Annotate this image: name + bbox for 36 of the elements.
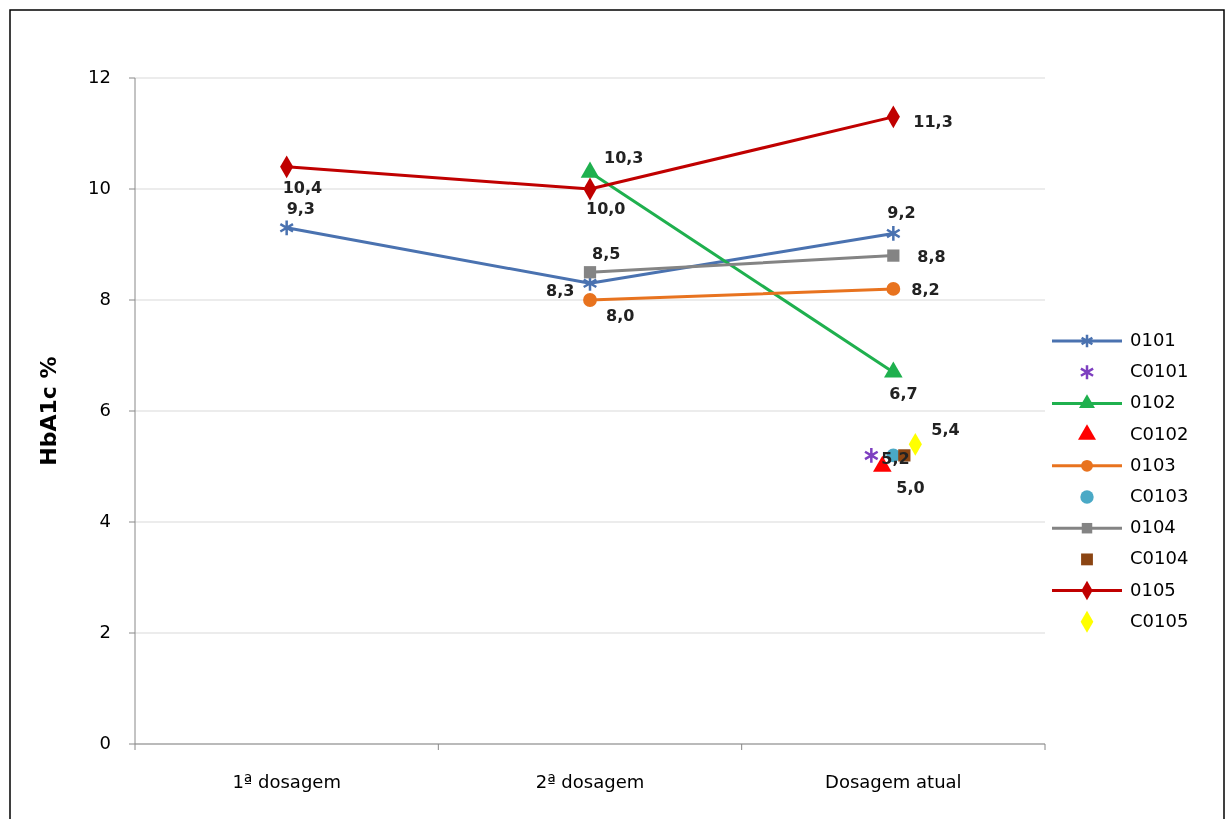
y-tick-label: 10 bbox=[88, 177, 111, 198]
legend-label: 0105 bbox=[1130, 578, 1176, 600]
y-tick-label: 6 bbox=[99, 399, 111, 420]
y-axis-title: HbA1c % bbox=[36, 356, 61, 466]
data-label: 8,2 bbox=[911, 280, 940, 300]
legend-label: C0105 bbox=[1130, 609, 1189, 631]
data-label: 8,3 bbox=[546, 280, 575, 300]
data-label: 9,3 bbox=[286, 199, 316, 219]
data-label: 8,0 bbox=[606, 305, 635, 325]
legend-label: 0103 bbox=[1130, 453, 1176, 475]
data-label: 10,0 bbox=[586, 198, 626, 218]
data-label: 6,7 bbox=[889, 383, 918, 403]
x-tick-label: 2ª dosagem bbox=[535, 771, 645, 792]
y-tick-label: 8 bbox=[99, 288, 111, 309]
data-label: 5,4 bbox=[931, 419, 960, 439]
y-tick-label: 12 bbox=[88, 66, 111, 87]
data-label: 10,4 bbox=[282, 178, 323, 198]
legend-label: C0104 bbox=[1130, 547, 1189, 569]
y-tick-label: 0 bbox=[99, 732, 111, 753]
data-label: 8,8 bbox=[917, 247, 946, 267]
x-tick-label: 1ª dosagem bbox=[232, 771, 341, 792]
legend-label: 0104 bbox=[1130, 516, 1176, 538]
legend-label: C0102 bbox=[1130, 422, 1189, 444]
legend-label: 0101 bbox=[1130, 329, 1176, 350]
x-tick-label: Dosagem atual bbox=[825, 771, 962, 792]
y-tick-label: 4 bbox=[99, 510, 111, 531]
data-label: 10,3 bbox=[604, 147, 644, 167]
data-label: 5,2 bbox=[881, 448, 910, 468]
legend-label: C0101 bbox=[1130, 360, 1189, 382]
data-label: 9,2 bbox=[887, 202, 916, 222]
legend-label: C0103 bbox=[1130, 485, 1189, 506]
data-label: 5,0 bbox=[896, 478, 925, 497]
data-label: 11,3 bbox=[913, 112, 953, 132]
data-label: 8,5 bbox=[592, 243, 621, 263]
legend-label: 0102 bbox=[1130, 391, 1176, 413]
y-tick-label: 2 bbox=[99, 621, 111, 642]
